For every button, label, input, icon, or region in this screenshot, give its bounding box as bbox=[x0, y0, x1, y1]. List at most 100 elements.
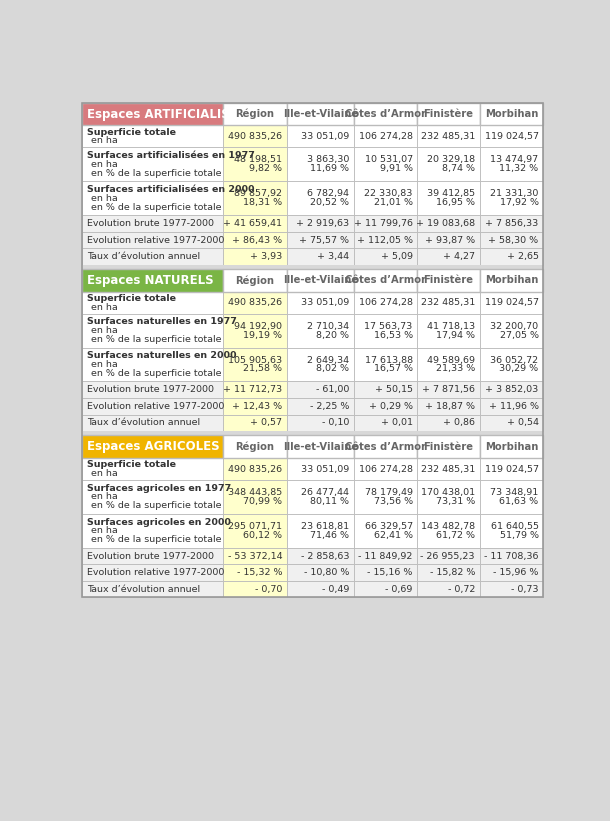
Text: 490 835,26: 490 835,26 bbox=[228, 132, 282, 141]
Text: Côtes d’Armor: Côtes d’Armor bbox=[345, 109, 426, 119]
Bar bbox=[354, 215, 417, 232]
Bar bbox=[479, 248, 543, 265]
Text: + 0,29 %: + 0,29 % bbox=[368, 401, 412, 410]
Bar bbox=[82, 248, 223, 265]
Text: Ille-et-Vilaine: Ille-et-Vilaine bbox=[282, 275, 358, 286]
Bar bbox=[417, 398, 479, 415]
Text: 78 179,49: 78 179,49 bbox=[365, 488, 412, 497]
Bar bbox=[223, 347, 287, 382]
Text: Surfaces naturelles en 1977: Surfaces naturelles en 1977 bbox=[87, 318, 237, 326]
Bar bbox=[354, 181, 417, 215]
Bar bbox=[479, 398, 543, 415]
Text: Evolution brute 1977-2000: Evolution brute 1977-2000 bbox=[87, 552, 215, 561]
Bar bbox=[287, 435, 354, 458]
Text: + 11,96 %: + 11,96 % bbox=[489, 401, 539, 410]
Text: 8,02 %: 8,02 % bbox=[316, 365, 349, 374]
Text: 49 589,69: 49 589,69 bbox=[427, 355, 475, 365]
Bar bbox=[417, 215, 479, 232]
Text: en ha: en ha bbox=[92, 326, 118, 335]
Text: + 75,57 %: + 75,57 % bbox=[299, 236, 349, 245]
Bar bbox=[223, 415, 287, 431]
Bar bbox=[417, 564, 479, 581]
Bar bbox=[417, 103, 479, 126]
Text: 3 863,30: 3 863,30 bbox=[307, 155, 349, 164]
Text: 6 782,94: 6 782,94 bbox=[307, 190, 349, 199]
Bar bbox=[287, 148, 354, 181]
Bar bbox=[287, 415, 354, 431]
Text: 22 330,83: 22 330,83 bbox=[364, 190, 412, 199]
Text: 11,32 %: 11,32 % bbox=[500, 164, 539, 173]
Text: Région: Région bbox=[235, 275, 274, 286]
Bar bbox=[287, 347, 354, 382]
Bar bbox=[354, 148, 417, 181]
Text: + 0,54: + 0,54 bbox=[506, 419, 539, 428]
Text: 490 835,26: 490 835,26 bbox=[228, 298, 282, 307]
Text: + 3,93: + 3,93 bbox=[250, 252, 282, 261]
Bar bbox=[417, 581, 479, 598]
Text: - 2,25 %: - 2,25 % bbox=[310, 401, 349, 410]
Text: Evolution relative 1977-2000: Evolution relative 1977-2000 bbox=[87, 236, 225, 245]
Bar bbox=[287, 564, 354, 581]
Text: 21,58 %: 21,58 % bbox=[243, 365, 282, 374]
Bar bbox=[479, 291, 543, 314]
Bar bbox=[417, 382, 479, 398]
Bar bbox=[223, 480, 287, 514]
Text: en ha: en ha bbox=[92, 303, 118, 312]
Bar bbox=[354, 458, 417, 480]
Text: 2 710,34: 2 710,34 bbox=[307, 322, 349, 331]
Text: - 15,82 %: - 15,82 % bbox=[429, 568, 475, 577]
Bar bbox=[287, 398, 354, 415]
Text: + 93,87 %: + 93,87 % bbox=[425, 236, 475, 245]
Bar bbox=[287, 181, 354, 215]
Text: 62,41 %: 62,41 % bbox=[374, 531, 412, 539]
Text: + 2 919,63: + 2 919,63 bbox=[296, 219, 349, 228]
Bar bbox=[479, 564, 543, 581]
Bar bbox=[223, 382, 287, 398]
Text: + 7 856,33: + 7 856,33 bbox=[486, 219, 539, 228]
Text: Région: Région bbox=[235, 109, 274, 119]
Text: + 3,44: + 3,44 bbox=[317, 252, 349, 261]
Text: 16,53 %: 16,53 % bbox=[373, 331, 412, 340]
Bar bbox=[417, 548, 479, 564]
Text: - 2 858,63: - 2 858,63 bbox=[301, 552, 349, 561]
Bar bbox=[82, 382, 223, 398]
Text: 61,72 %: 61,72 % bbox=[436, 531, 475, 539]
Text: 36 052,72: 36 052,72 bbox=[490, 355, 539, 365]
Bar bbox=[287, 581, 354, 598]
Text: + 5,09: + 5,09 bbox=[381, 252, 412, 261]
Text: 119 024,57: 119 024,57 bbox=[484, 132, 539, 141]
Bar bbox=[82, 435, 223, 458]
Bar bbox=[354, 347, 417, 382]
Text: 21 331,30: 21 331,30 bbox=[490, 190, 539, 199]
Bar bbox=[479, 480, 543, 514]
Text: 232 485,31: 232 485,31 bbox=[421, 465, 475, 474]
Text: en ha: en ha bbox=[92, 136, 118, 145]
Bar bbox=[354, 415, 417, 431]
Bar bbox=[354, 435, 417, 458]
Bar bbox=[417, 514, 479, 548]
Text: 61,63 %: 61,63 % bbox=[500, 497, 539, 506]
Bar bbox=[82, 265, 543, 269]
Text: en ha: en ha bbox=[92, 469, 118, 478]
Text: en % de la superficie totale: en % de la superficie totale bbox=[92, 369, 222, 378]
Text: en ha: en ha bbox=[92, 493, 118, 502]
Bar bbox=[82, 514, 223, 548]
Text: + 50,15: + 50,15 bbox=[375, 385, 412, 394]
Text: 105 905,63: 105 905,63 bbox=[228, 355, 282, 365]
Text: 106 274,28: 106 274,28 bbox=[359, 298, 412, 307]
Text: Surfaces agricoles en 1977: Surfaces agricoles en 1977 bbox=[87, 484, 232, 493]
Bar bbox=[479, 215, 543, 232]
Bar bbox=[287, 232, 354, 248]
Bar bbox=[479, 314, 543, 347]
Bar bbox=[82, 103, 543, 598]
Text: 41 718,13: 41 718,13 bbox=[427, 322, 475, 331]
Bar bbox=[417, 435, 479, 458]
Text: 20,52 %: 20,52 % bbox=[310, 198, 349, 207]
Text: 490 835,26: 490 835,26 bbox=[228, 465, 282, 474]
Bar bbox=[479, 548, 543, 564]
Text: 232 485,31: 232 485,31 bbox=[421, 298, 475, 307]
Bar bbox=[82, 126, 223, 148]
Bar bbox=[223, 215, 287, 232]
Bar bbox=[223, 458, 287, 480]
Text: Espaces NATURELS: Espaces NATURELS bbox=[87, 274, 214, 287]
